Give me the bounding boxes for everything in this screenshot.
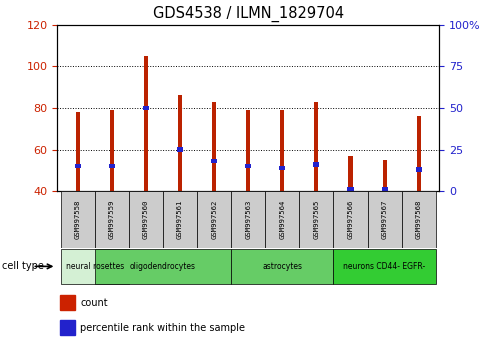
Bar bbox=[417, 116, 421, 191]
Bar bbox=[313, 162, 319, 167]
Bar bbox=[129, 191, 163, 248]
Bar bbox=[110, 110, 114, 191]
Bar bbox=[143, 106, 149, 110]
Text: astrocytes: astrocytes bbox=[262, 262, 302, 271]
Text: GSM997559: GSM997559 bbox=[109, 200, 115, 239]
Bar bbox=[245, 164, 251, 168]
Bar bbox=[231, 191, 265, 248]
Bar bbox=[333, 249, 436, 284]
Text: cell type: cell type bbox=[2, 261, 44, 272]
Bar bbox=[348, 156, 353, 191]
Text: GSM997558: GSM997558 bbox=[75, 200, 81, 239]
Bar bbox=[60, 295, 75, 310]
Bar bbox=[76, 112, 80, 191]
Bar bbox=[333, 191, 368, 248]
Bar bbox=[75, 164, 81, 168]
Bar bbox=[60, 320, 75, 335]
Title: GDS4538 / ILMN_1829704: GDS4538 / ILMN_1829704 bbox=[153, 6, 344, 22]
Text: GSM997562: GSM997562 bbox=[211, 200, 217, 239]
Bar bbox=[383, 160, 387, 191]
Bar bbox=[144, 56, 148, 191]
Bar bbox=[163, 191, 197, 248]
Text: GSM997563: GSM997563 bbox=[245, 200, 251, 239]
Bar bbox=[280, 110, 284, 191]
Text: GSM997567: GSM997567 bbox=[382, 200, 388, 239]
Bar bbox=[109, 164, 115, 168]
Bar bbox=[299, 191, 333, 248]
Text: GSM997564: GSM997564 bbox=[279, 200, 285, 239]
Bar bbox=[95, 249, 231, 284]
Bar bbox=[416, 167, 422, 172]
Text: neural rosettes: neural rosettes bbox=[66, 262, 124, 271]
Bar bbox=[95, 191, 129, 248]
Text: neurons CD44- EGFR-: neurons CD44- EGFR- bbox=[343, 262, 426, 271]
Text: GSM997568: GSM997568 bbox=[416, 200, 422, 239]
Text: GSM997566: GSM997566 bbox=[347, 200, 353, 239]
Text: count: count bbox=[80, 298, 108, 308]
Bar bbox=[61, 191, 95, 248]
Bar bbox=[347, 187, 354, 192]
Bar bbox=[314, 102, 318, 191]
Bar bbox=[178, 96, 182, 191]
Bar bbox=[402, 191, 436, 248]
Bar bbox=[265, 191, 299, 248]
Text: GSM997565: GSM997565 bbox=[313, 200, 319, 239]
Text: percentile rank within the sample: percentile rank within the sample bbox=[80, 323, 245, 333]
Bar bbox=[279, 166, 285, 170]
Bar bbox=[368, 191, 402, 248]
Bar bbox=[231, 249, 333, 284]
Bar bbox=[61, 249, 129, 284]
Text: GSM997560: GSM997560 bbox=[143, 200, 149, 239]
Bar bbox=[211, 159, 217, 163]
Text: oligodendrocytes: oligodendrocytes bbox=[130, 262, 196, 271]
Bar bbox=[212, 102, 216, 191]
Text: GSM997561: GSM997561 bbox=[177, 200, 183, 239]
Bar bbox=[382, 187, 388, 192]
Bar bbox=[177, 148, 183, 152]
Bar bbox=[197, 191, 231, 248]
Bar bbox=[246, 110, 250, 191]
